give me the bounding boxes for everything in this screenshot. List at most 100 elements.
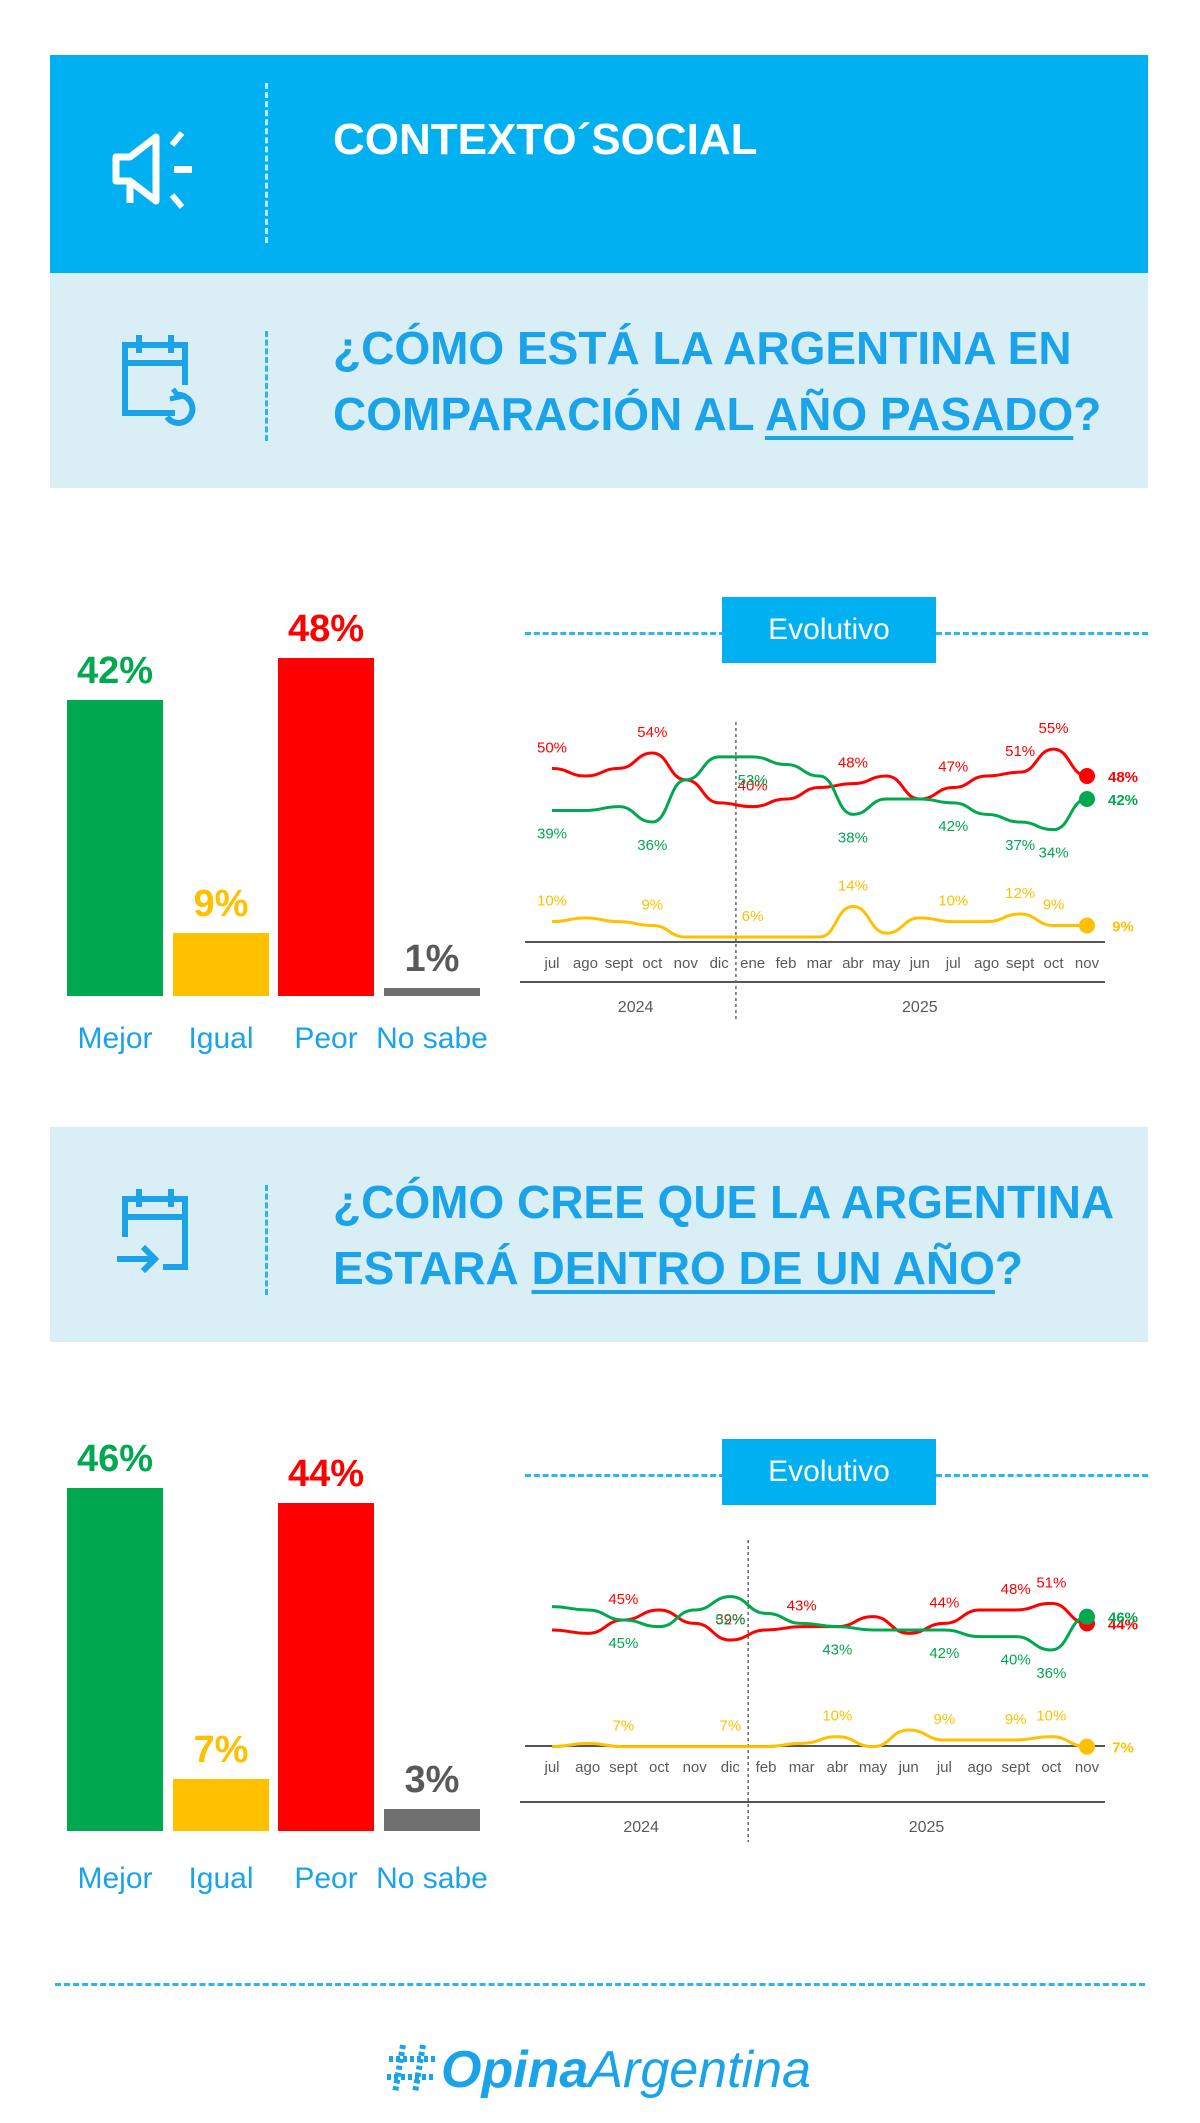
question-title-2: ¿CÓMO CREE QUE LA ARGENTINA ESTARÁ DENTR… bbox=[333, 1169, 1114, 1301]
x-tick-label: may bbox=[859, 1759, 888, 1776]
series-end-marker bbox=[1079, 917, 1095, 934]
x-tick-label: sept bbox=[1006, 955, 1035, 972]
x-tick-label: sept bbox=[1001, 1759, 1030, 1776]
x-tick-label: jun bbox=[909, 955, 930, 972]
data-label: 45% bbox=[608, 1591, 638, 1608]
series-line-igual bbox=[551, 1728, 1088, 1749]
panel-divider bbox=[265, 1185, 268, 1295]
data-label: 53% bbox=[738, 772, 768, 789]
bar-category-label: Peor bbox=[294, 1862, 358, 1895]
question-line-1: ¿CÓMO ESTÁ LA ARGENTINA EN bbox=[333, 322, 1072, 374]
x-tick-label: dic bbox=[721, 1759, 741, 1776]
data-label: 38% bbox=[838, 829, 868, 846]
data-label: 44% bbox=[1108, 1616, 1138, 1633]
header-divider bbox=[265, 83, 268, 243]
data-label: 45% bbox=[608, 1635, 638, 1652]
x-tick-label: feb bbox=[776, 955, 797, 972]
logo-regular-text: Argentina bbox=[588, 2041, 811, 2099]
x-tick-label: sept bbox=[609, 1759, 638, 1776]
data-label: 9% bbox=[933, 1711, 955, 1728]
year-label: 2025 bbox=[902, 999, 938, 1016]
x-tick-label: jul bbox=[543, 1759, 559, 1776]
bar-value-label: 1% bbox=[404, 938, 460, 980]
data-label: 52% bbox=[715, 1612, 745, 1629]
data-label: 40% bbox=[738, 778, 768, 795]
data-label: 48% bbox=[1001, 1581, 1031, 1598]
bar-category-label: Igual bbox=[188, 1862, 254, 1895]
bar-value-label: 46% bbox=[76, 1437, 154, 1480]
bar-chart-1: 42% Mejor 9% Igual 48% Peor 1% No sabe bbox=[0, 0, 520, 1080]
series-line-mejor bbox=[551, 1595, 1088, 1652]
data-label: 12% bbox=[1005, 885, 1035, 902]
series-line-igual bbox=[551, 904, 1087, 939]
evolutivo-divider-right bbox=[936, 1474, 1148, 1477]
data-label: 42% bbox=[938, 818, 968, 835]
data-label: 51% bbox=[1036, 1574, 1066, 1591]
question-line-2: COMPARACIÓN AL AÑO PASADO? bbox=[333, 381, 1101, 447]
calendar-refresh-icon bbox=[122, 335, 196, 426]
series-line-mejor bbox=[552, 755, 1088, 832]
bar-value-label: 42% bbox=[76, 650, 154, 693]
bar-igual bbox=[173, 1778, 269, 1831]
question-line-2: ESTARÁ DENTRO DE UN AÑO? bbox=[333, 1235, 1114, 1301]
data-label: 10% bbox=[537, 893, 567, 910]
bar-value-label: 44% bbox=[287, 1452, 365, 1495]
section-title: CONTEXTO´SOCIAL bbox=[333, 115, 758, 164]
x-tick-label: oct bbox=[642, 955, 663, 972]
data-label: 14% bbox=[838, 877, 868, 894]
data-label: 48% bbox=[838, 755, 868, 772]
line-chart-2: jul ago sept oct nov dic feb mar abr may jun jul ago… bbox=[520, 1540, 1138, 1842]
logo-bold-text: Opina bbox=[441, 2041, 589, 2099]
x-tick-label: ene bbox=[740, 955, 765, 972]
data-label: 10% bbox=[938, 893, 968, 910]
x-tick-label: jun bbox=[898, 1759, 919, 1776]
bar-category-label: Igual bbox=[188, 1022, 254, 1055]
data-label: 37% bbox=[1005, 837, 1035, 854]
hashtag-icon bbox=[387, 2044, 437, 2094]
bar-chart-2: 46% Mejor 7% Igual 44% Peor 3% No sabe bbox=[0, 0, 520, 1920]
bar-value-label: 48% bbox=[287, 608, 365, 650]
x-tick-label: ago bbox=[573, 955, 598, 972]
bar-category-label: Peor bbox=[294, 1022, 358, 1055]
bar-mejor bbox=[67, 700, 163, 996]
x-tick-label: oct bbox=[649, 1759, 670, 1776]
x-tick-label: sept bbox=[605, 955, 634, 972]
megaphone-icon bbox=[112, 131, 192, 209]
data-label: 9% bbox=[1005, 1711, 1027, 1728]
data-label: 50% bbox=[537, 739, 567, 756]
footer-divider bbox=[55, 1983, 1145, 1986]
question-mark: ? bbox=[994, 1242, 1024, 1294]
data-label: 7% bbox=[612, 1718, 634, 1735]
x-tick-label: jul bbox=[945, 955, 961, 972]
x-tick-label: feb bbox=[756, 1759, 777, 1776]
bar-category-label: No sabe bbox=[376, 1022, 488, 1055]
question-emphasis: AÑO PASADO bbox=[764, 388, 1074, 440]
x-tick-label: mar bbox=[807, 955, 833, 972]
x-tick-label: ago bbox=[974, 955, 999, 972]
bar-category-label: Mejor bbox=[77, 1862, 153, 1895]
series-end-marker bbox=[1079, 791, 1095, 807]
x-tick-label: ago bbox=[575, 1759, 600, 1776]
x-tick-label: jul bbox=[543, 955, 559, 972]
question-title-1: ¿CÓMO ESTÁ LA ARGENTINA EN COMPARACIÓN A… bbox=[333, 315, 1101, 447]
data-label: 46% bbox=[1108, 1610, 1138, 1627]
question-panel-2: ¿CÓMO CREE QUE LA ARGENTINA ESTARÁ DENTR… bbox=[50, 1127, 1148, 1342]
data-label: 9% bbox=[1112, 919, 1134, 936]
evolutivo-label-2: Evolutivo bbox=[722, 1439, 936, 1505]
year-label: 2024 bbox=[623, 1819, 659, 1836]
data-label: 42% bbox=[929, 1645, 959, 1662]
bar-peor bbox=[278, 1502, 374, 1831]
data-label: 43% bbox=[822, 1642, 852, 1659]
data-label: 9% bbox=[641, 897, 663, 914]
data-label: 34% bbox=[1039, 845, 1069, 862]
data-label: 54% bbox=[637, 724, 667, 741]
question-panel-1: ¿CÓMO ESTÁ LA ARGENTINA EN COMPARACIÓN A… bbox=[50, 273, 1148, 488]
data-label: 47% bbox=[938, 759, 968, 776]
data-label: 42% bbox=[1108, 792, 1138, 809]
brand-logo: OpinaArgentina bbox=[385, 2040, 811, 2100]
evolutivo-divider-left bbox=[525, 632, 725, 635]
data-label: 36% bbox=[637, 837, 667, 854]
x-tick-label: nov bbox=[1075, 1759, 1100, 1776]
question-emphasis: DENTRO DE UN AÑO bbox=[531, 1242, 995, 1294]
evolutivo-divider-right bbox=[936, 632, 1148, 635]
